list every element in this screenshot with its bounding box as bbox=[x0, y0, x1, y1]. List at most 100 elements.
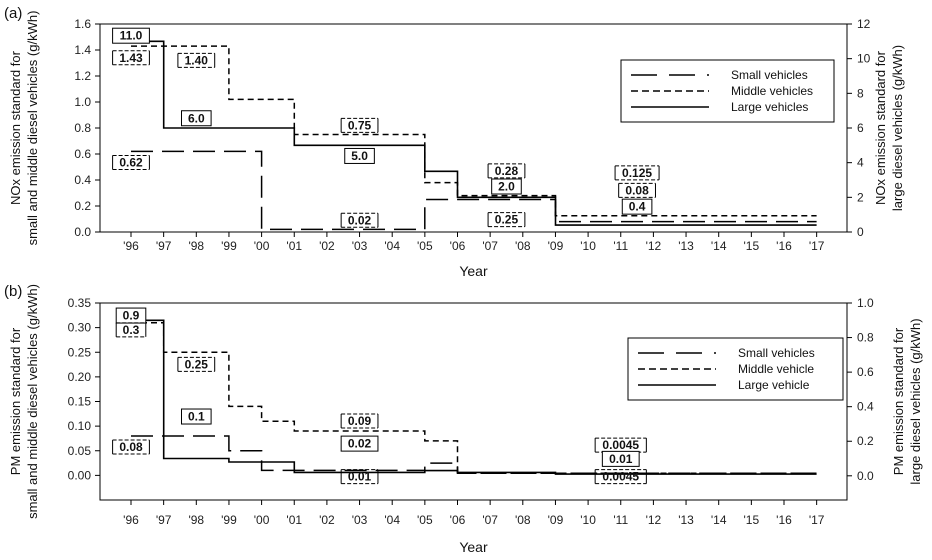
x-axis-title: Year bbox=[459, 539, 488, 555]
annotation-value: 0.28 bbox=[495, 164, 519, 178]
annotation-value: 0.75 bbox=[348, 118, 372, 132]
annotation-value: 0.01 bbox=[348, 470, 372, 484]
y-right-tick-label: 4 bbox=[857, 156, 864, 170]
x-tick-label: '10 bbox=[580, 239, 596, 253]
y-left-tick-label: 0.6 bbox=[74, 147, 91, 161]
annotation-value: 0.08 bbox=[625, 183, 649, 197]
y-right-tick-label: 2 bbox=[857, 190, 864, 204]
annotation-boxed-value: 0.01 bbox=[609, 452, 633, 466]
x-tick-label: '00 bbox=[254, 513, 270, 527]
annotation-boxed-value: 0.9 bbox=[123, 309, 140, 323]
x-tick-label: '96 bbox=[123, 513, 139, 527]
x-tick-label: '97 bbox=[156, 239, 172, 253]
y-right-tick-label: 0.6 bbox=[857, 365, 874, 379]
x-tick-label: '06 bbox=[450, 513, 466, 527]
annotation-value: 0.0045 bbox=[602, 438, 639, 452]
y-right-tick-label: 0.8 bbox=[857, 331, 874, 345]
y-left-tick-label: 1.6 bbox=[74, 17, 91, 31]
series-line-large bbox=[131, 319, 817, 475]
y-left-axis-title-line2: small and middle diesel vehicles (g/kWh) bbox=[25, 284, 40, 519]
legend-label: Middle vehicle bbox=[738, 362, 814, 376]
x-tick-label: '15 bbox=[744, 239, 760, 253]
legend-label: Large vehicle bbox=[738, 378, 810, 392]
x-tick-label: '01 bbox=[286, 513, 302, 527]
x-tick-label: '06 bbox=[450, 239, 466, 253]
annotation-value: 0.09 bbox=[348, 414, 372, 428]
x-tick-label: '02 bbox=[319, 513, 335, 527]
x-tick-label: '00 bbox=[254, 239, 270, 253]
y-left-tick-label: 0.0 bbox=[74, 225, 91, 239]
x-tick-label: '98 bbox=[188, 513, 204, 527]
annotation-value: 1.40 bbox=[185, 53, 209, 67]
x-tick-label: '05 bbox=[417, 239, 433, 253]
x-tick-label: '01 bbox=[286, 239, 302, 253]
annotation-box bbox=[344, 147, 375, 164]
annotation-value: 0.25 bbox=[495, 213, 519, 227]
x-tick-label: '13 bbox=[678, 513, 694, 527]
x-tick-label: '08 bbox=[515, 513, 531, 527]
legend-label: Small vehicles bbox=[738, 346, 815, 360]
y-right-tick-label: 10 bbox=[857, 52, 871, 66]
y-left-axis-title-line2: small and middle diesel vehicles (g/kWh) bbox=[25, 11, 40, 246]
y-left-tick-label: 0.10 bbox=[68, 419, 92, 433]
y-right-tick-label: 8 bbox=[857, 86, 864, 100]
y-left-axis-title-line1: NOx emission standard for bbox=[8, 50, 23, 205]
x-tick-label: '16 bbox=[776, 513, 792, 527]
annotation-box bbox=[621, 198, 653, 215]
annotation-box bbox=[112, 27, 150, 44]
series-line-small bbox=[131, 150, 817, 231]
x-tick-label: '99 bbox=[221, 239, 237, 253]
y-right-axis-title-line1: NOx emission standard for bbox=[873, 50, 888, 205]
y-left-tick-label: 1.0 bbox=[74, 95, 91, 109]
annotation-value: 0.125 bbox=[622, 166, 652, 180]
x-tick-label: '17 bbox=[809, 513, 825, 527]
x-tick-label: '09 bbox=[548, 239, 564, 253]
x-tick-label: '13 bbox=[678, 239, 694, 253]
annotation-value: 0.3 bbox=[123, 323, 140, 337]
annotation-box bbox=[181, 110, 212, 127]
chart-panel-a: (a) 0.0 0.2 0.4 0.6 0.8 1.0 1.2 1.4 1.6 0 2 4 6 8 10 12 '… bbox=[4, 5, 905, 279]
series-line-large bbox=[131, 40, 817, 226]
x-tick-label: '16 bbox=[776, 239, 792, 253]
x-tick-label: '03 bbox=[352, 513, 368, 527]
x-tick-label: '17 bbox=[809, 239, 825, 253]
y-right-axis-title-line2: large diesel vehicles (g/kWh) bbox=[890, 45, 905, 211]
x-axis-title: Year bbox=[459, 263, 488, 279]
panel-label: (a) bbox=[4, 5, 22, 22]
y-left-axis-title-line1: PM emission standard for bbox=[8, 327, 23, 475]
y-right-tick-label: 0.4 bbox=[857, 400, 874, 414]
series-line-middle bbox=[131, 321, 817, 474]
x-tick-label: '11 bbox=[613, 513, 628, 527]
legend: Small vehicles Middle vehicle Large vehicl… bbox=[627, 337, 844, 401]
y-left-tick-label: 0.8 bbox=[74, 121, 91, 135]
y-left-tick-label: 0.00 bbox=[68, 468, 92, 482]
y-left-tick-label: 0.35 bbox=[68, 296, 92, 310]
y-right-tick-label: 1.0 bbox=[857, 296, 874, 310]
x-tick-label: '12 bbox=[646, 239, 662, 253]
x-tick-label: '15 bbox=[744, 513, 760, 527]
x-tick-label: '05 bbox=[417, 513, 433, 527]
y-right-tick-label: 0 bbox=[857, 225, 864, 239]
legend-label: Large vehicles bbox=[731, 100, 808, 114]
annotation-boxed-value: 11.0 bbox=[120, 29, 143, 43]
annotation-box bbox=[340, 435, 379, 452]
x-tick-label: '10 bbox=[580, 513, 596, 527]
annotation-value: 1.43 bbox=[119, 51, 143, 65]
annotation-boxed-value: 6.0 bbox=[188, 111, 205, 125]
annotation-value: 0.62 bbox=[119, 155, 143, 169]
y-left-tick-label: 0.30 bbox=[68, 321, 92, 335]
x-tick-label: '02 bbox=[319, 239, 335, 253]
annotation-boxed-value: 2.0 bbox=[498, 180, 515, 194]
annotation-value: 0.0045 bbox=[602, 470, 639, 484]
annotation-boxed-value: 0.4 bbox=[629, 200, 646, 214]
annotation-value: 0.25 bbox=[185, 357, 209, 371]
x-tick-label: '04 bbox=[384, 239, 400, 253]
x-tick-label: '07 bbox=[482, 239, 498, 253]
x-tick-label: '07 bbox=[482, 513, 498, 527]
legend-label: Middle vehicles bbox=[731, 84, 813, 98]
x-tick-label: '11 bbox=[613, 239, 628, 253]
y-left-tick-label: 0.20 bbox=[68, 370, 92, 384]
annotation-boxed-value: 5.0 bbox=[351, 149, 368, 163]
annotation-box bbox=[491, 178, 522, 195]
